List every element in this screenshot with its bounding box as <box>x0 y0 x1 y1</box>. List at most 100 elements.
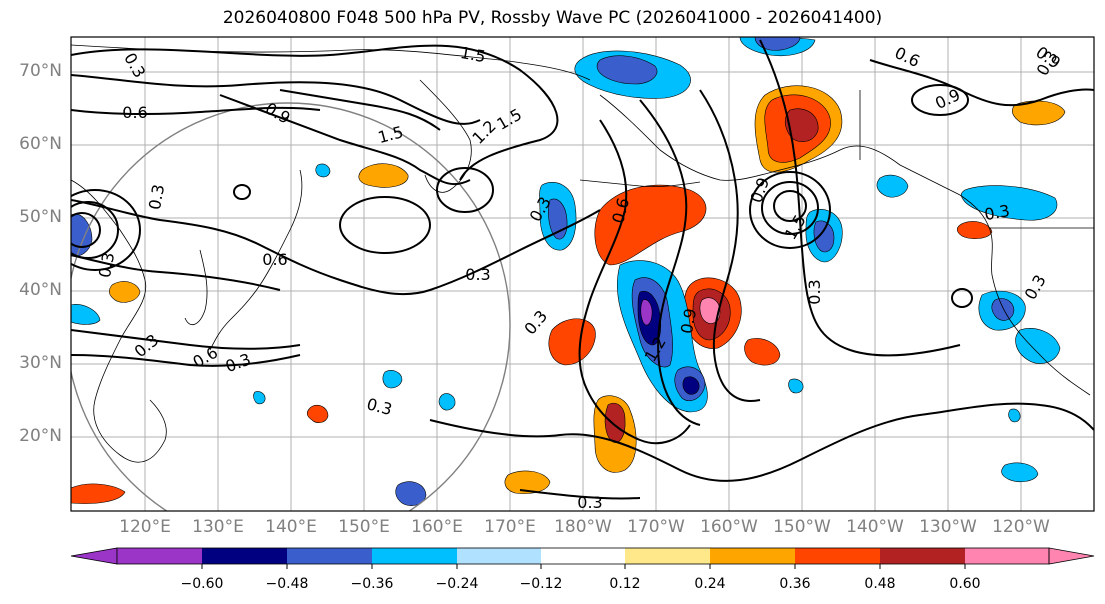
colorbar-tick-label: 0.12 <box>609 576 641 592</box>
colorbar-segment <box>880 548 965 564</box>
colorbar-segment <box>541 548 625 564</box>
lat-label-30n: 30°N <box>19 353 62 373</box>
contour-label-group: 1.5 0.6 0.3 0.6 0.9 1.5 1.2 1.5 0.9 0.9 … <box>95 42 1064 512</box>
shade-negative-alaska-east <box>876 174 909 198</box>
colorbar-segment <box>710 548 795 564</box>
colorbar-segment <box>625 548 710 564</box>
colorbar-tick-label: −0.24 <box>435 576 479 592</box>
lon-label-120w: 120°W <box>992 517 1050 537</box>
shade-negative-small-1 <box>315 163 331 178</box>
contour-trough-east <box>639 99 701 426</box>
lon-label-130w: 130°W <box>919 517 977 537</box>
lon-label-170w: 170°W <box>627 517 685 537</box>
contour-label: 0.6 <box>892 43 923 71</box>
contour-label: 0.3 <box>1021 271 1050 303</box>
lon-label-120e: 120°E <box>119 517 171 537</box>
lon-label-170e: 170°E <box>484 517 536 537</box>
contour-label: 0.3 <box>131 330 163 361</box>
lat-label-70n: 70°N <box>19 61 62 81</box>
colorbar <box>70 547 1095 569</box>
contour-trough-west <box>578 119 691 445</box>
contour-ridge-east <box>699 89 761 402</box>
shade-positive-east-edge <box>1011 100 1066 126</box>
colorbar-tick-label: 0.36 <box>779 576 811 592</box>
colorbar-tick-label: 0.48 <box>864 576 896 592</box>
contour-small-ring-east <box>911 84 969 116</box>
contour-label: 0.3 <box>983 201 1011 224</box>
contour-lat30-a <box>71 329 301 350</box>
contour-small-ring-mid <box>951 288 973 308</box>
map-area: 1.5 0.6 0.3 0.6 0.9 1.5 1.2 1.5 0.9 0.9 … <box>71 37 1094 512</box>
coast-korea <box>184 249 208 326</box>
contour-label: 0.3 <box>805 279 824 304</box>
lon-label-140w: 140°W <box>846 517 904 537</box>
contour-label: 0.3 <box>223 350 253 377</box>
contour-western-low-ring-2 <box>71 201 119 259</box>
shade-positive-korea <box>109 281 141 303</box>
colorbar-extend-high <box>1048 547 1095 565</box>
shade-positive-hawaii-east <box>744 338 781 366</box>
contour-label: 0.3 <box>145 183 168 211</box>
contour-label: 0.3 <box>465 265 490 284</box>
contour-label: 0.3 <box>520 307 551 339</box>
lon-label-150e: 150°E <box>338 517 390 537</box>
shade-positive-30n <box>548 318 596 366</box>
colorbar-segment <box>795 548 880 564</box>
contour-mid-1 <box>71 106 321 116</box>
contour-low-1 <box>71 254 281 291</box>
contour-western-low-ring-3 <box>71 212 101 248</box>
coast-alaska <box>599 94 961 196</box>
shade-negative-central-trough-peak <box>640 299 653 326</box>
contour-label: 0.3 <box>95 251 118 279</box>
lat-label-60n: 60°N <box>19 134 62 154</box>
map-frame <box>70 36 1095 512</box>
contour-label: 0.3 <box>365 394 395 419</box>
shade-positive-small-east <box>956 221 993 239</box>
shade-negative-canada <box>960 185 1058 221</box>
colorbar-tick-label: −0.48 <box>265 576 309 592</box>
shade-positive-subarctic <box>594 184 707 266</box>
contour-label: 0.9 <box>677 307 700 335</box>
contour-subtropical <box>429 402 1094 482</box>
pv-anomaly-shading <box>71 37 1066 506</box>
shade-negative-south-3 <box>438 393 456 411</box>
shade-positive-small-mid <box>306 404 329 423</box>
colorbar-tick-label: −0.60 <box>180 576 224 592</box>
colorbar-tick-label: −0.12 <box>519 576 563 592</box>
pv-contours <box>71 39 1094 500</box>
contour-mid-3 <box>279 89 441 131</box>
contour-cutoff-low-ring-3 <box>773 190 807 222</box>
contour-cutoff-low-ring-2 <box>761 181 819 235</box>
contour-label: 1.5 <box>459 43 487 66</box>
contour-high-1 <box>71 44 559 181</box>
coastlines <box>71 44 1094 463</box>
lon-label-180w: 180°W <box>554 517 612 537</box>
shade-positive-gulf-alaska-peak <box>784 108 819 143</box>
coast-japan <box>209 169 303 351</box>
contour-ridge-west <box>71 199 601 296</box>
shade-negative-south <box>395 481 427 506</box>
colorbar-segment <box>965 548 1049 564</box>
colorbar-segment <box>372 548 457 564</box>
shade-negative-california-core <box>991 298 1015 321</box>
colorbar-segment <box>117 548 202 564</box>
coast-asia <box>71 179 167 463</box>
shade-positive-20n-core <box>604 402 626 443</box>
lat-label-40n: 40°N <box>19 280 62 300</box>
shade-negative-baja <box>1015 328 1061 364</box>
contour-western-low-ring-1 <box>71 189 141 271</box>
colorbar-segment <box>202 548 287 564</box>
contour-east-arc <box>869 59 1094 107</box>
contour-kamchatka-ring <box>436 167 494 213</box>
contour-label: 0.3 <box>577 493 602 512</box>
coast-aleutians <box>579 179 701 188</box>
contour-label: 0.9 <box>747 175 774 205</box>
contour-southern <box>519 489 641 500</box>
shade-positive-japan-sea <box>358 163 409 188</box>
shade-negative-small-4 <box>1008 408 1021 423</box>
map-title: 2026040800 F048 500 hPa PV, Rossby Wave … <box>222 8 883 28</box>
lon-label-130e: 130°E <box>192 517 244 537</box>
contour-high-2 <box>71 74 481 125</box>
shade-negative-west-edge-2 <box>71 304 101 325</box>
contour-cutoff-low-ring-1 <box>749 171 831 249</box>
